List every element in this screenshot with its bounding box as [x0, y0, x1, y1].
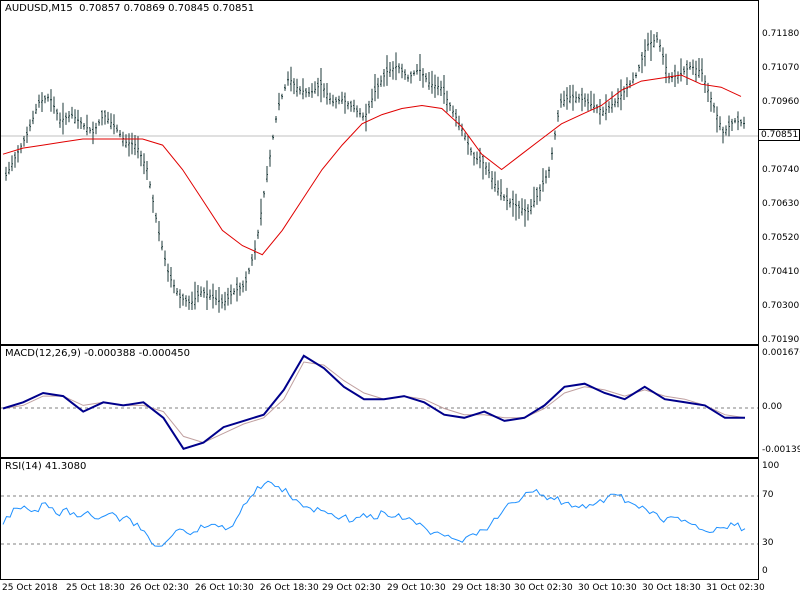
rsi-axis-label: 30	[762, 538, 774, 548]
current-price-tag: 0.70851	[758, 129, 800, 141]
macd-pane[interactable]: MACD(12,26,9) -0.000388 -0.000450	[0, 345, 759, 458]
moving-average-line	[2, 74, 742, 256]
time-axis-label: 29 Oct 02:30	[322, 583, 381, 593]
time-axis-label: 25 Oct 2018	[2, 583, 58, 593]
macd-signal-line	[2, 361, 746, 444]
time-axis-label: 30 Oct 02:30	[514, 583, 573, 593]
time-axis-label: 30 Oct 10:30	[578, 583, 637, 593]
macd-axis-label: -0.001394	[762, 445, 800, 455]
price-bars	[5, 30, 745, 313]
price-axis-label: 0.70960	[762, 97, 800, 107]
price-axis-label: 0.70190	[762, 335, 800, 345]
price-axis-label: 0.70300	[762, 301, 800, 311]
time-axis-label: 29 Oct 10:30	[387, 583, 446, 593]
price-axis-label: 0.70520	[762, 233, 800, 243]
macd-title: MACD(12,26,9) -0.000388 -0.000450	[5, 348, 190, 359]
time-axis-label: 26 Oct 10:30	[195, 583, 254, 593]
rsi-line	[2, 480, 746, 547]
rsi-axis-label: 0	[762, 566, 768, 576]
price-chart-svg	[1, 30, 758, 313]
price-axis-label: 0.70630	[762, 199, 800, 209]
time-axis-label: 31 Oct 02:30	[706, 583, 765, 593]
time-axis-label: 29 Oct 18:30	[452, 583, 511, 593]
rsi-title: RSI(14) 41.3080	[5, 461, 87, 472]
price-chart-pane[interactable]: AUDUSD,M15 0.70857 0.70869 0.70845 0.708…	[0, 0, 759, 345]
time-axis-label: 25 Oct 18:30	[66, 583, 125, 593]
macd-svg	[1, 354, 758, 450]
price-chart-title: AUDUSD,M15 0.70857 0.70869 0.70845 0.708…	[5, 3, 255, 14]
macd-axis-label: 0.00	[762, 402, 783, 412]
rsi-axis-label: 100	[762, 461, 780, 471]
rsi-axis-label: 70	[762, 490, 774, 500]
price-axis-label: 0.71070	[762, 63, 800, 73]
rsi-pane[interactable]: RSI(14) 41.3080	[0, 458, 759, 580]
price-axis-label: 0.70410	[762, 267, 800, 277]
price-axis-label: 0.70740	[762, 165, 800, 175]
rsi-svg	[1, 480, 758, 547]
price-axis-label: 0.71180	[762, 29, 800, 39]
time-axis-label: 26 Oct 02:30	[130, 583, 189, 593]
macd-main-line	[2, 354, 745, 450]
time-axis-label: 30 Oct 18:30	[642, 583, 701, 593]
macd-axis-label: 0.001676	[762, 348, 800, 358]
time-axis-label: 26 Oct 18:30	[260, 583, 319, 593]
